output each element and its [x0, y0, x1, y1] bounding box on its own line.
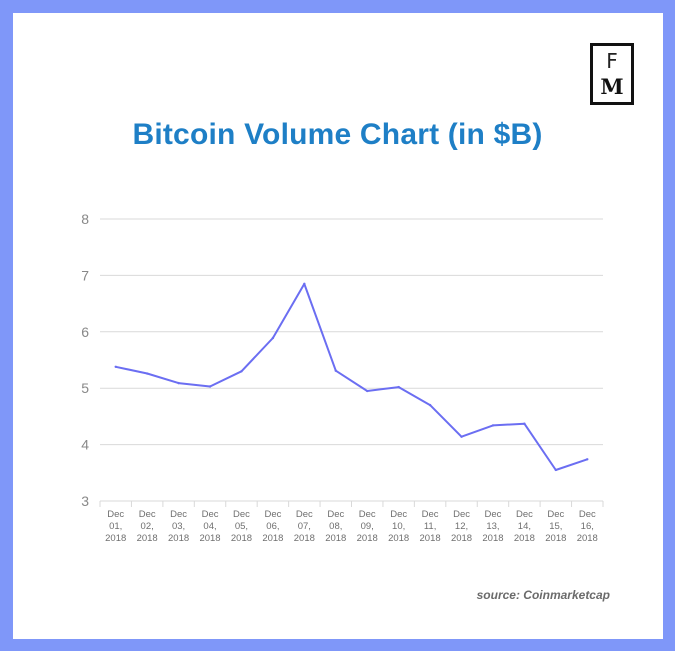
- data-point: [208, 385, 212, 388]
- x-tick-label: Dec 03, 2018: [168, 509, 189, 544]
- y-axis-ticks: 3 4 5 6 7 8: [81, 211, 89, 509]
- source-note: source: Coinmarketcap: [476, 588, 610, 602]
- y-tick-label: 7: [81, 267, 89, 283]
- data-point: [523, 422, 526, 425]
- data-point: [366, 389, 369, 393]
- fm-logo: F M: [590, 43, 634, 105]
- data-point: [114, 365, 117, 368]
- x-tick-label: Dec 15, 2018: [545, 509, 566, 544]
- series-line: [115, 282, 588, 471]
- chart-title: Bitcoin Volume Chart (in $B): [132, 118, 543, 151]
- data-point: [586, 458, 589, 461]
- x-tick-label: Dec 13, 2018: [482, 509, 503, 544]
- x-tick-label: Dec 02, 2018: [137, 509, 158, 544]
- y-tick-label: 8: [81, 211, 89, 227]
- y-tick-label: 6: [81, 324, 89, 340]
- data-point: [397, 385, 400, 389]
- x-tick-label: Dec 08, 2018: [325, 509, 346, 544]
- x-tick-label: Dec 05, 2018: [231, 509, 252, 544]
- y-tick-label: 3: [81, 493, 89, 509]
- data-point: [460, 435, 463, 438]
- data-point: [554, 468, 558, 472]
- data-point: [145, 372, 149, 375]
- x-tick-label: Dec 10, 2018: [388, 509, 409, 544]
- x-tick-label: Dec 07, 2018: [294, 509, 315, 544]
- grid-lines: [100, 218, 603, 502]
- x-axis-ticks: Dec 01, 2018 Dec 02, 2018 Dec 03, 2018 Dec 04, 2018…: [99, 501, 604, 544]
- data-point: [177, 381, 180, 385]
- data-point: [491, 424, 495, 427]
- chart-card: [13, 13, 663, 639]
- x-tick-label: Dec 16, 2018: [577, 509, 598, 544]
- x-tick-label: Dec 01, 2018: [105, 509, 126, 544]
- data-point: [240, 370, 243, 373]
- y-tick-label: 5: [81, 380, 89, 396]
- data-point: [428, 403, 432, 407]
- x-tick-label: Dec 04, 2018: [199, 509, 220, 544]
- logo-letter-m: M: [600, 74, 624, 99]
- x-tick-label: Dec 09, 2018: [357, 509, 378, 544]
- data-point: [271, 336, 275, 340]
- series-layer: [114, 282, 589, 472]
- x-tick-label: Dec 06, 2018: [262, 509, 283, 544]
- x-tick-label: Dec 14, 2018: [514, 509, 535, 544]
- data-point: [334, 369, 337, 372]
- x-tick-label: Dec 11, 2018: [420, 509, 441, 544]
- x-tick-label: Dec 12, 2018: [451, 509, 472, 544]
- data-point: [303, 282, 306, 286]
- y-tick-label: 4: [81, 437, 89, 453]
- logo-letter-f: F: [606, 49, 618, 73]
